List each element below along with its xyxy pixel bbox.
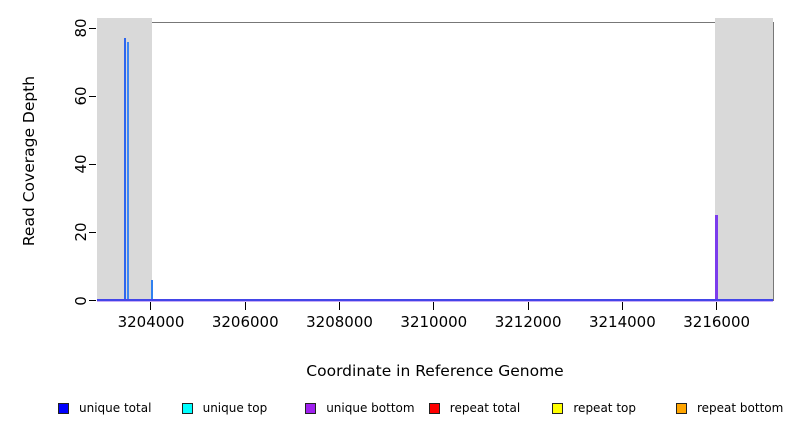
legend-item-repeat-total: repeat total (428, 400, 521, 416)
legend-swatch-icon (305, 402, 317, 414)
x-tick-label: 3204000 (117, 313, 185, 331)
x-tick (150, 301, 152, 310)
legend-label: repeat top (573, 401, 636, 415)
legend-item-unique-total: unique total (58, 400, 151, 416)
x-tick (244, 301, 246, 310)
legend-item-unique-bottom: unique bottom (305, 400, 415, 416)
y-tick (89, 300, 96, 301)
legend-swatch-icon (676, 402, 687, 414)
y-tick (89, 95, 96, 97)
x-tick-label: 3206000 (211, 313, 279, 331)
legend-swatch-icon (58, 402, 69, 414)
x-tick (716, 301, 718, 310)
x-tick (621, 301, 623, 310)
x-tick-label: 3216000 (683, 313, 751, 331)
x-tick (433, 301, 435, 310)
legend-swatch-icon (552, 402, 564, 414)
y-tick (89, 231, 96, 233)
legend-swatch-icon (181, 402, 193, 414)
x-tick-label: 3208000 (306, 313, 373, 331)
y-tick-label: 40 (72, 154, 90, 174)
legend-swatch-icon (428, 402, 440, 414)
legend-label: unique top (202, 401, 268, 415)
legend-item-repeat-bottom: repeat bottom (676, 400, 783, 416)
x-tick-label: 3212000 (494, 313, 562, 331)
legend-label: repeat total (449, 401, 521, 415)
y-tick-label: 0 (72, 295, 90, 306)
x-tick-label: 3210000 (400, 313, 468, 331)
baseline-unique-bottom (97, 301, 773, 303)
y-tick-label: 60 (72, 86, 90, 106)
x-tick (339, 301, 341, 310)
legend-label: unique total (79, 401, 152, 415)
plot-border-box (96, 21, 774, 301)
y-tick-label: 20 (72, 222, 90, 242)
x-tick (527, 301, 529, 310)
legend-item-repeat-top: repeat top (552, 400, 636, 416)
x-axis-title: Coordinate in Reference Genome (306, 362, 564, 380)
y-tick (89, 163, 96, 165)
legend-label: repeat bottom (697, 401, 784, 415)
y-axis-title: Read Coverage Depth (20, 75, 38, 247)
y-tick (89, 27, 96, 29)
x-tick-label: 3214000 (588, 313, 656, 331)
legend-label: unique bottom (326, 401, 415, 415)
y-tick-label: 80 (72, 18, 90, 38)
legend-item-unique-top: unique top (181, 400, 268, 416)
